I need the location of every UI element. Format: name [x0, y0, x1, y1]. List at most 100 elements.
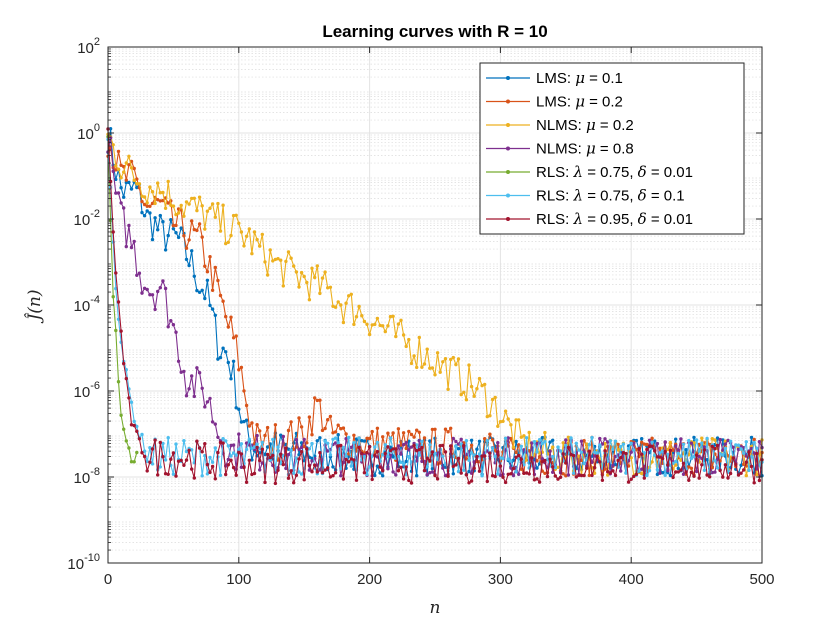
- series-point: [472, 394, 476, 398]
- series-point: [255, 433, 259, 438]
- series-point: [715, 466, 720, 470]
- series-point: [556, 445, 560, 449]
- series-point: [736, 447, 741, 452]
- series-point: [218, 440, 223, 445]
- series-point: [166, 436, 170, 440]
- series-point: [200, 288, 204, 292]
- series-point: [344, 301, 348, 305]
- series-point: [535, 441, 539, 446]
- series-point: [417, 448, 421, 452]
- series-point: [441, 443, 445, 448]
- series-point: [216, 357, 220, 361]
- x-tick-label: 500: [749, 571, 774, 588]
- series-point: [498, 420, 503, 424]
- series-point: [532, 478, 537, 482]
- series-point: [328, 475, 333, 479]
- series-point: [203, 296, 207, 301]
- series-point: [114, 191, 118, 195]
- series-point: [108, 127, 113, 131]
- series-point: [166, 472, 170, 476]
- series-point: [305, 280, 309, 285]
- series-point: [425, 456, 429, 460]
- series-point: [294, 456, 299, 460]
- series-point: [179, 226, 183, 230]
- series-point: [632, 441, 636, 445]
- series-point: [464, 439, 469, 443]
- series-point: [603, 467, 607, 471]
- series-point: [174, 474, 178, 478]
- series-point: [360, 451, 364, 456]
- series-point: [161, 279, 165, 283]
- series-point: [179, 203, 183, 208]
- series-point: [517, 472, 521, 476]
- series-point: [174, 231, 178, 235]
- series-point: [187, 238, 191, 242]
- series-point: [331, 465, 335, 469]
- series-point: [582, 450, 586, 454]
- series-point: [383, 329, 387, 334]
- series-point: [375, 316, 380, 321]
- series-point: [407, 337, 411, 342]
- series-point: [616, 458, 620, 463]
- series-point: [339, 466, 343, 471]
- series-point: [242, 419, 246, 424]
- series-point: [305, 441, 309, 445]
- series-point: [749, 464, 754, 469]
- series-point: [462, 443, 466, 448]
- series-point: [224, 439, 228, 443]
- series-point: [454, 444, 458, 449]
- series-point: [184, 257, 189, 262]
- series-point: [318, 468, 322, 472]
- series-point: [666, 452, 670, 456]
- series-point: [524, 471, 529, 475]
- series-point: [273, 481, 278, 486]
- series-point: [543, 440, 547, 444]
- series-point: [331, 474, 335, 478]
- series-point: [579, 473, 584, 478]
- series-point: [352, 322, 356, 327]
- series-point: [519, 435, 523, 439]
- series-point: [310, 441, 314, 446]
- series-point: [169, 203, 173, 207]
- series-point: [582, 473, 586, 478]
- series-point: [341, 477, 346, 481]
- series-point: [668, 440, 673, 445]
- series-point: [218, 293, 223, 298]
- series-point: [543, 430, 547, 435]
- series-point: [142, 202, 147, 207]
- series-point: [252, 471, 257, 476]
- series-point: [582, 439, 586, 443]
- series-point: [153, 201, 157, 206]
- series-point: [498, 473, 503, 477]
- series-point: [522, 463, 526, 467]
- series-point: [383, 451, 387, 456]
- series-point: [477, 469, 482, 473]
- series-point: [553, 474, 557, 478]
- series-point: [378, 471, 382, 475]
- series-point: [116, 149, 121, 154]
- series-point: [315, 439, 319, 443]
- series-point: [263, 480, 267, 485]
- series-point: [702, 448, 707, 452]
- series-point: [216, 435, 220, 439]
- series-point: [328, 453, 333, 457]
- series-point: [456, 447, 461, 451]
- series-point: [333, 436, 338, 440]
- series-point: [726, 476, 730, 480]
- series-point: [626, 480, 631, 484]
- series-point: [517, 418, 521, 422]
- series-point: [606, 440, 610, 444]
- series-point: [244, 418, 249, 422]
- series-point: [210, 307, 215, 311]
- series-point: [252, 230, 257, 234]
- series-point: [150, 462, 155, 466]
- series-point: [428, 439, 432, 443]
- series-point: [674, 470, 678, 474]
- series-point: [396, 469, 401, 473]
- series-point: [734, 462, 738, 467]
- series-point: [161, 441, 165, 446]
- series-point: [292, 264, 296, 268]
- series-point: [373, 473, 377, 478]
- series-point: [231, 443, 236, 447]
- series-point: [692, 474, 696, 478]
